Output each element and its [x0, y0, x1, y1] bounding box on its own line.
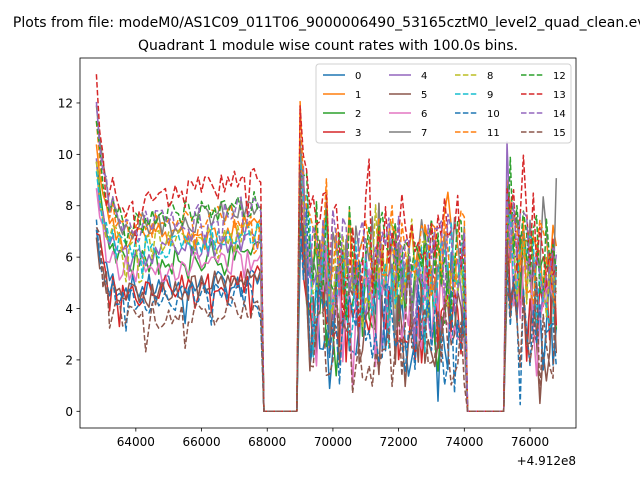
y-tick-label: 6: [65, 251, 73, 265]
legend-label-14: 14: [553, 109, 566, 120]
y-axis: 0 2 4 6 8 10 12: [58, 96, 80, 419]
legend-label-12: 12: [553, 71, 566, 82]
x-tick-label: 64000: [117, 435, 155, 449]
x-tick-label: 76000: [511, 435, 549, 449]
legend-frame: [315, 63, 572, 144]
x-offset-label: +4.912e8: [517, 454, 576, 468]
figure-suptitle: Plots from file: modeM0/AS1C09_011T06_90…: [13, 15, 640, 31]
legend-label-13: 13: [553, 90, 566, 101]
x-tick-label: 74000: [445, 435, 483, 449]
legend-label-8: 8: [487, 71, 493, 82]
series-line-13: [95, 74, 557, 413]
y-tick-label: 8: [65, 199, 73, 213]
y-tick-label: 10: [58, 148, 73, 162]
series-line-15: [95, 168, 558, 413]
legend-label-7: 7: [421, 128, 427, 139]
legend-label-2: 2: [355, 109, 361, 120]
x-tick-label: 72000: [380, 435, 418, 449]
x-tick-label: 68000: [248, 435, 286, 449]
series-line-10: [95, 203, 558, 413]
y-tick-label: 4: [65, 302, 73, 316]
legend-label-3: 3: [355, 128, 361, 139]
legend-label-0: 0: [355, 71, 361, 82]
legend-label-11: 11: [487, 128, 500, 139]
plot-frame: [79, 57, 577, 429]
legend-label-10: 10: [487, 109, 500, 120]
legend-label-9: 9: [487, 90, 493, 101]
series-line-12: [95, 120, 558, 413]
series-layer: [95, 74, 558, 413]
legend-label-4: 4: [421, 71, 427, 82]
legend-label-1: 1: [355, 90, 361, 101]
chart-title: Quadrant 1 module wise count rates with …: [138, 38, 518, 54]
legend-label-5: 5: [421, 90, 427, 101]
legend-label-6: 6: [421, 109, 427, 120]
x-tick-label: 66000: [182, 435, 220, 449]
y-tick-label: 12: [58, 96, 73, 110]
y-tick-label: 2: [65, 353, 73, 367]
x-tick-label: 70000: [314, 435, 352, 449]
legend-label-15: 15: [553, 128, 566, 139]
x-axis: 64000 66000 68000 70000 72000 74000 76000: [117, 428, 549, 449]
y-tick-label: 0: [65, 405, 73, 419]
